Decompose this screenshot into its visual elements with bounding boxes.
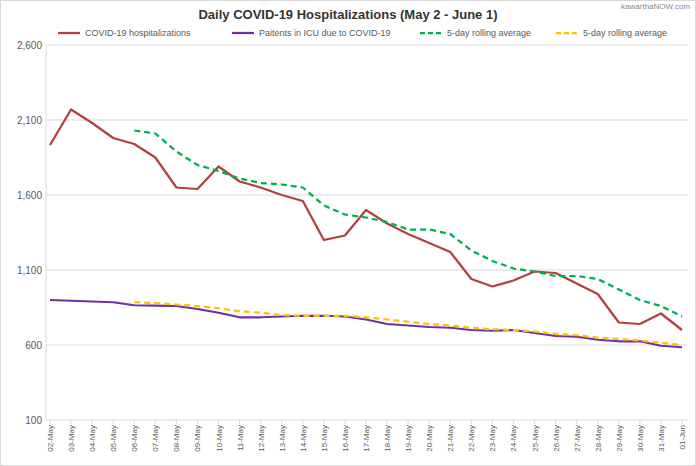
x-tick xyxy=(176,420,177,424)
legend-swatch xyxy=(232,32,254,34)
x-tick xyxy=(408,420,409,424)
x-tick xyxy=(281,420,282,424)
x-tick-label: 27-May xyxy=(573,425,582,452)
grid-line xyxy=(46,345,688,346)
x-tick-label: 05-May xyxy=(109,425,118,452)
grid-line xyxy=(46,270,688,271)
x-tick-label: 19-May xyxy=(404,425,413,452)
x-tick-label: 11-May xyxy=(236,425,245,451)
x-tick xyxy=(134,420,135,424)
legend-label: 5-day rolling average xyxy=(583,28,667,38)
x-tick-label: 30-May xyxy=(636,425,645,452)
x-tick-label: 02-May xyxy=(46,425,55,452)
title: Daily COVID-19 Hospitalizations (May 2 -… xyxy=(198,7,497,22)
x-tick xyxy=(618,420,619,424)
x-tick xyxy=(323,420,324,424)
x-tick-label: 23-May xyxy=(488,425,497,452)
x-tick-label: 17-May xyxy=(362,425,371,452)
x-tick xyxy=(197,420,198,424)
x-tick-label: 04-May xyxy=(88,425,97,452)
x-tick xyxy=(50,420,51,424)
series-line xyxy=(134,131,682,317)
x-tick-label: 03-May xyxy=(67,425,76,452)
x-tick xyxy=(450,420,451,424)
x-tick xyxy=(92,420,93,424)
x-tick-label: 28-May xyxy=(594,425,603,452)
x-tick-label: 15-May xyxy=(320,425,329,452)
plot-area xyxy=(50,110,682,348)
x-tick xyxy=(302,420,303,424)
legend-swatch xyxy=(420,32,442,34)
x-tick-label: 22-May xyxy=(467,425,476,452)
x-tick-label: 06-May xyxy=(130,425,139,452)
x-tick xyxy=(344,420,345,424)
x-tick-label: 09-May xyxy=(193,425,202,452)
x-tick-label: 08-May xyxy=(172,425,181,452)
x-tick-label: 21-May xyxy=(446,425,455,452)
x-tick-label: 25-May xyxy=(531,425,540,452)
legend-label: COVID-19 hospitalizations xyxy=(85,28,191,38)
grid-line xyxy=(46,195,688,196)
x-tick-label: 14-May xyxy=(299,425,308,452)
x-tick xyxy=(639,420,640,424)
y-tick-label: 100 xyxy=(25,415,42,426)
x-tick xyxy=(471,420,472,424)
x-tick xyxy=(260,420,261,424)
x-tick xyxy=(429,420,430,424)
x-tick-label: 20-May xyxy=(425,425,434,452)
x-tick xyxy=(155,420,156,424)
x-tick-label: 26-May xyxy=(552,425,561,452)
chart-frame xyxy=(1,1,696,466)
x-tick-label: 31-May xyxy=(657,425,666,452)
x-tick-label: 13-May xyxy=(278,425,287,452)
x-tick-label: 18-May xyxy=(383,425,392,452)
x-tick xyxy=(113,420,114,424)
x-tick xyxy=(597,420,598,424)
series-line xyxy=(134,302,682,345)
source: kawarthaNOW.com xyxy=(621,2,690,11)
y-axis xyxy=(46,45,47,420)
x-tick xyxy=(71,420,72,424)
y-tick-label: 2,100 xyxy=(17,115,42,126)
x-tick xyxy=(366,420,367,424)
chart: Daily COVID-19 Hospitalizations (May 2 -… xyxy=(0,0,696,466)
x-tick-label: 24-May xyxy=(509,425,518,452)
y-tick-label: 2,600 xyxy=(17,40,42,51)
x-tick xyxy=(218,420,219,424)
y-tick-label: 600 xyxy=(25,340,42,351)
x-tick-label: 16-May xyxy=(341,425,350,452)
y-tick-label: 1,600 xyxy=(17,190,42,201)
x-tick-label: 12-May xyxy=(257,425,266,452)
legend-swatch xyxy=(58,32,80,34)
x-tick-label: 10-May xyxy=(215,425,224,452)
x-tick xyxy=(387,420,388,424)
x-tick-label: 29-May xyxy=(615,425,624,452)
legend-label: Paitents in ICU due to COVID-19 xyxy=(259,28,391,38)
grid-line xyxy=(46,120,688,121)
x-tick xyxy=(555,420,556,424)
x-tick xyxy=(513,420,514,424)
x-tick xyxy=(576,420,577,424)
x-tick xyxy=(682,420,683,424)
x-tick xyxy=(660,420,661,424)
x-tick-label: 07-May xyxy=(151,425,160,452)
x-tick-label: 01-Jun xyxy=(678,425,687,449)
legend-swatch xyxy=(556,32,578,34)
grid-line xyxy=(46,420,688,421)
x-tick xyxy=(239,420,240,424)
y-tick-label: 1,100 xyxy=(17,265,42,276)
series-line xyxy=(50,110,682,331)
x-tick xyxy=(492,420,493,424)
series-line xyxy=(50,300,682,347)
grid-line xyxy=(46,45,688,46)
legend-label: 5-day rolling average xyxy=(447,28,531,38)
x-tick xyxy=(534,420,535,424)
